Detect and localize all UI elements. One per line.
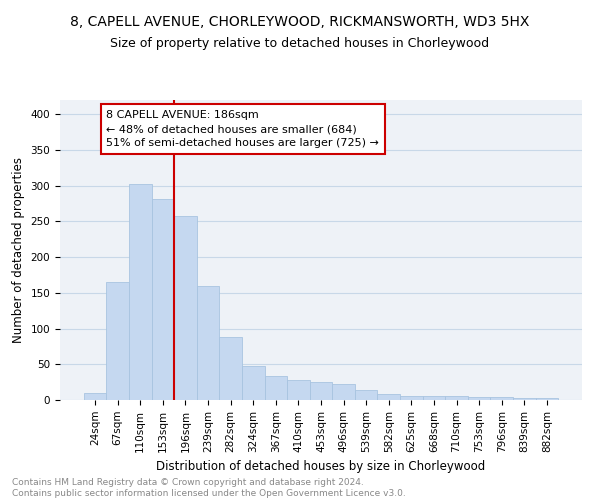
Bar xyxy=(400,396,422,400)
Bar xyxy=(106,282,129,400)
Bar xyxy=(197,286,220,400)
Bar xyxy=(332,384,355,400)
Bar xyxy=(242,366,265,400)
Bar xyxy=(536,398,558,400)
Bar xyxy=(129,184,152,400)
Bar xyxy=(174,216,197,400)
Bar xyxy=(310,382,332,400)
Text: 8, CAPELL AVENUE, CHORLEYWOOD, RICKMANSWORTH, WD3 5HX: 8, CAPELL AVENUE, CHORLEYWOOD, RICKMANSW… xyxy=(70,15,530,29)
Bar xyxy=(265,376,287,400)
Text: Contains HM Land Registry data © Crown copyright and database right 2024.
Contai: Contains HM Land Registry data © Crown c… xyxy=(12,478,406,498)
Text: Size of property relative to detached houses in Chorleywood: Size of property relative to detached ho… xyxy=(110,38,490,51)
Bar xyxy=(513,398,536,400)
Bar xyxy=(490,397,513,400)
Bar xyxy=(422,396,445,400)
Bar xyxy=(287,380,310,400)
Text: 8 CAPELL AVENUE: 186sqm
← 48% of detached houses are smaller (684)
51% of semi-d: 8 CAPELL AVENUE: 186sqm ← 48% of detache… xyxy=(106,110,379,148)
Bar xyxy=(468,397,490,400)
Bar xyxy=(377,394,400,400)
Bar xyxy=(220,337,242,400)
Bar xyxy=(152,200,174,400)
Bar xyxy=(445,396,468,400)
X-axis label: Distribution of detached houses by size in Chorleywood: Distribution of detached houses by size … xyxy=(157,460,485,473)
Bar xyxy=(84,393,106,400)
Y-axis label: Number of detached properties: Number of detached properties xyxy=(12,157,25,343)
Bar xyxy=(355,390,377,400)
